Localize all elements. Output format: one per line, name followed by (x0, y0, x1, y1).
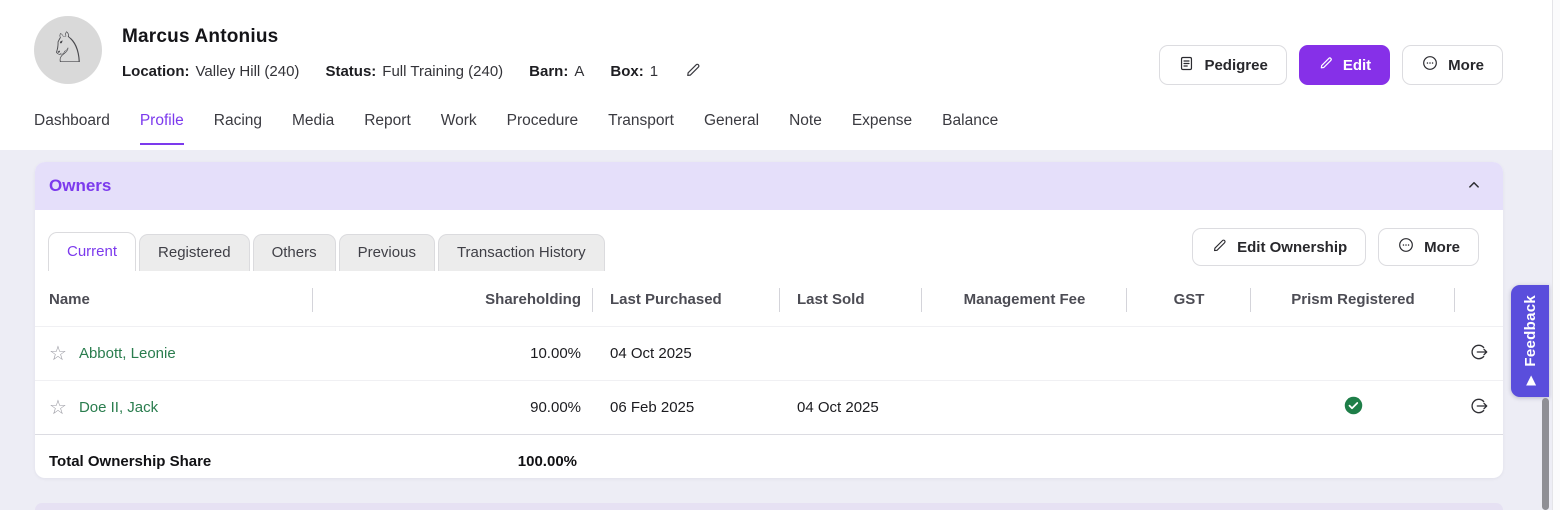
pencil-icon (684, 61, 702, 82)
column-header-management-fee[interactable]: Management Fee (922, 273, 1127, 326)
horse-header: ♘ Marcus Antonius Location: Valley Hill … (0, 0, 1552, 150)
tab-procedure[interactable]: Procedure (507, 112, 579, 145)
owners-section-title: Owners (49, 176, 112, 195)
owners-table: Name Shareholding Last Purchased Last So… (35, 273, 1503, 487)
play-triangle-icon: ▶ (1522, 375, 1538, 386)
horse-head-icon: ♘ (49, 24, 87, 71)
column-header-actions (1455, 273, 1503, 326)
owners-more-button[interactable]: More (1378, 228, 1479, 266)
owners-toolbar: Current Registered Others Previous Trans… (35, 228, 1503, 271)
favorite-star-icon[interactable]: ☆ (49, 342, 67, 365)
meta-location: Location: Valley Hill (240) (122, 63, 300, 80)
tab-racing[interactable]: Racing (214, 112, 262, 145)
document-icon (1178, 55, 1195, 76)
column-header-prism-registered[interactable]: Prism Registered (1251, 273, 1455, 326)
last-purchased-value: 04 Oct 2025 (610, 345, 692, 362)
meta-status: Status: Full Training (240) (325, 63, 504, 80)
column-header-last-sold[interactable]: Last Sold (780, 273, 922, 326)
transfer-arrow-icon (1469, 396, 1489, 419)
horse-meta-row: Location: Valley Hill (240) Status: Full… (122, 61, 702, 82)
total-row: Total Ownership Share 100.00% (35, 434, 1503, 487)
favorite-star-icon[interactable]: ☆ (49, 396, 67, 419)
tab-balance[interactable]: Balance (942, 112, 998, 145)
subtab-others[interactable]: Others (252, 234, 336, 271)
main-nav-tabs: Dashboard Profile Racing Media Report Wo… (34, 112, 998, 145)
shareholding-value: 10.00% (530, 345, 581, 362)
tab-dashboard[interactable]: Dashboard (34, 112, 110, 145)
ellipsis-circle-icon (1397, 236, 1415, 258)
header-actions: Pedigree Edit More (1159, 45, 1503, 85)
pencil-icon (1211, 237, 1228, 258)
owner-name-link[interactable]: Abbott, Leonie (78, 345, 176, 362)
prism-registered-value (1251, 395, 1455, 420)
meta-barn: Barn: A (529, 63, 585, 80)
subtab-registered[interactable]: Registered (139, 234, 250, 271)
owner-row: ☆ Doe II, Jack 90.00% 06 Feb 2025 04 Oct… (35, 380, 1503, 434)
tab-expense[interactable]: Expense (852, 112, 912, 145)
tab-transport[interactable]: Transport (608, 112, 674, 145)
table-header-row: Name Shareholding Last Purchased Last So… (35, 273, 1503, 326)
transfer-owner-button[interactable] (1467, 340, 1491, 367)
tab-media[interactable]: Media (292, 112, 334, 145)
subtab-current[interactable]: Current (48, 232, 137, 271)
horse-avatar[interactable]: ♘ (34, 16, 102, 84)
column-header-last-purchased[interactable]: Last Purchased (593, 273, 780, 326)
owners-toolbar-buttons: Edit Ownership More (1192, 228, 1479, 266)
last-sold-value: 04 Oct 2025 (797, 399, 879, 416)
page-title: Marcus Antonius (122, 26, 279, 47)
next-section-header-edge (35, 503, 1503, 510)
column-header-name[interactable]: Name (35, 273, 313, 326)
total-label: Total Ownership Share (49, 452, 212, 470)
shareholding-value: 90.00% (530, 399, 581, 416)
chevron-up-icon (1465, 176, 1483, 197)
owners-card: Owners Current Registered Others Previou… (35, 162, 1503, 478)
tab-report[interactable]: Report (364, 112, 411, 145)
subtab-previous[interactable]: Previous (338, 234, 435, 271)
horse-identity: Marcus Antonius Location: Valley Hill (2… (122, 26, 702, 82)
transfer-arrow-icon (1469, 342, 1489, 365)
feedback-button[interactable]: Feedback ▶ (1511, 285, 1549, 397)
owners-subtabs: Current Registered Others Previous Trans… (48, 232, 608, 271)
feedback-label: Feedback (1521, 295, 1539, 367)
transfer-owner-button[interactable] (1467, 394, 1491, 421)
ellipsis-circle-icon (1421, 54, 1439, 76)
scrollbar-thumb[interactable] (1542, 398, 1549, 510)
pedigree-button[interactable]: Pedigree (1159, 45, 1287, 85)
pencil-icon (1318, 55, 1334, 75)
owners-section-header[interactable]: Owners (35, 162, 1503, 210)
total-shareholding-value: 100.00% (517, 452, 577, 470)
owner-name-link[interactable]: Doe II, Jack (78, 399, 159, 416)
edit-horse-details-button[interactable] (684, 61, 702, 82)
collapse-owners-button[interactable] (1461, 172, 1487, 201)
subtab-transaction-history[interactable]: Transaction History (437, 234, 605, 271)
more-button[interactable]: More (1402, 45, 1503, 85)
column-header-gst[interactable]: GST (1127, 273, 1251, 326)
edit-button[interactable]: Edit (1298, 45, 1391, 85)
tab-general[interactable]: General (704, 112, 759, 145)
owner-row: ☆ Abbott, Leonie 10.00% 04 Oct 2025 (35, 326, 1503, 380)
scrollbar-track[interactable] (1552, 0, 1560, 510)
column-header-shareholding[interactable]: Shareholding (313, 273, 593, 326)
edit-ownership-button[interactable]: Edit Ownership (1192, 228, 1367, 266)
meta-box: Box: 1 (610, 63, 659, 80)
tab-profile[interactable]: Profile (139, 112, 184, 145)
last-purchased-value: 06 Feb 2025 (610, 399, 695, 416)
check-circle-icon (1343, 395, 1364, 420)
tab-work[interactable]: Work (441, 112, 477, 145)
tab-note[interactable]: Note (789, 112, 822, 145)
